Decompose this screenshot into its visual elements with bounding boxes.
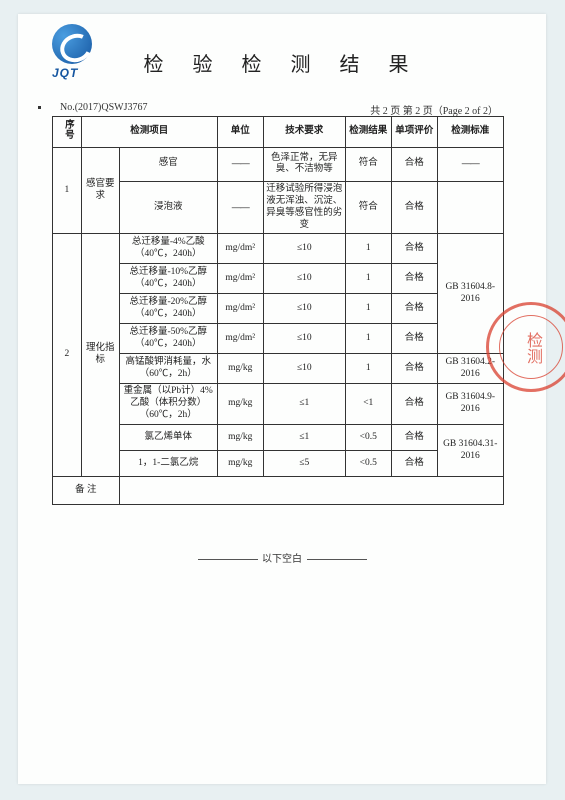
divider-line-icon — [198, 559, 258, 560]
remark-label: 备 注 — [53, 477, 120, 505]
table-row: 高锰酸钾消耗量，水（60℃，2h） mg/kg ≤10 1 合格 GB 3160… — [53, 354, 504, 384]
margin-dot-icon — [38, 106, 41, 109]
cell-unit: mg/dm² — [217, 324, 263, 354]
cell-req: ≤1 — [263, 425, 345, 451]
cell-result: <0.5 — [345, 451, 391, 477]
cell-unit: —— — [217, 181, 263, 234]
cell-req: ≤10 — [263, 234, 345, 264]
cell-eval: 合格 — [391, 181, 437, 234]
remark-value — [119, 477, 503, 505]
cell-unit: mg/dm² — [217, 264, 263, 294]
cell-std: GB 31604.9-2016 — [437, 384, 503, 425]
cell-item: 高锰酸钾消耗量，水（60℃，2h） — [119, 354, 217, 384]
col-req: 技术要求 — [263, 117, 345, 148]
col-result: 检测结果 — [345, 117, 391, 148]
col-unit: 单位 — [217, 117, 263, 148]
col-seq: 序号 — [61, 119, 73, 140]
cell-result: 1 — [345, 294, 391, 324]
cell-unit: mg/dm² — [217, 294, 263, 324]
cell-std: —— — [437, 147, 503, 181]
cell-result: 1 — [345, 264, 391, 294]
cell-unit: mg/kg — [217, 384, 263, 425]
cell-item: 重金属（以Pb计）4%乙酸（体积分数）（60℃，2h） — [119, 384, 217, 425]
table-row: 重金属（以Pb计）4%乙酸（体积分数）（60℃，2h） mg/kg ≤1 <1 … — [53, 384, 504, 425]
cell-eval: 合格 — [391, 324, 437, 354]
cell-req: ≤10 — [263, 294, 345, 324]
cell-result: 1 — [345, 324, 391, 354]
cell-unit: mg/kg — [217, 451, 263, 477]
cell-unit: mg/kg — [217, 425, 263, 451]
cell-item: 1，1-二氯乙烷 — [119, 451, 217, 477]
cell-std: GB 31604.31-2016 — [437, 425, 503, 477]
cell-result: <1 — [345, 384, 391, 425]
cell-result: 符合 — [345, 147, 391, 181]
cell-item: 氯乙烯单体 — [119, 425, 217, 451]
results-table: 序号 检测项目 单位 技术要求 检测结果 单项评价 检测标准 1 感官要求 感官… — [52, 116, 504, 505]
cell-eval: 合格 — [391, 425, 437, 451]
paper-sheet: JQT 检 验 检 测 结 果 No.(2017)QSWJ3767 共 2 页 … — [18, 14, 546, 784]
cell-result: 1 — [345, 354, 391, 384]
table-row: 总迁移量-20%乙醇（40℃，240h） mg/dm² ≤10 1 合格 — [53, 294, 504, 324]
table-remark-row: 备 注 — [53, 477, 504, 505]
col-eval: 单项评价 — [391, 117, 437, 148]
table-row: 总迁移量-50%乙醇（40℃，240h） mg/dm² ≤10 1 合格 — [53, 324, 504, 354]
cell-seq: 1 — [53, 147, 82, 234]
cell-category: 感官要求 — [81, 147, 119, 234]
cell-result: 1 — [345, 234, 391, 264]
cell-item: 总迁移量-20%乙醇（40℃，240h） — [119, 294, 217, 324]
cell-unit: mg/kg — [217, 354, 263, 384]
cell-item: 浸泡液 — [119, 181, 217, 234]
table-row: 2 理化指标 总迁移量-4%乙酸（40℃，240h） mg/dm² ≤10 1 … — [53, 234, 504, 264]
cell-req: ≤10 — [263, 324, 345, 354]
cell-req: ≤1 — [263, 384, 345, 425]
stamp-characters: 检测 — [520, 332, 544, 364]
divider-line-icon — [307, 559, 367, 560]
cell-eval: 合格 — [391, 147, 437, 181]
cell-req: ≤5 — [263, 451, 345, 477]
cell-eval: 合格 — [391, 294, 437, 324]
cell-item: 总迁移量-4%乙酸（40℃，240h） — [119, 234, 217, 264]
cell-std — [437, 181, 503, 234]
table-header-row: 序号 检测项目 单位 技术要求 检测结果 单项评价 检测标准 — [53, 117, 504, 148]
cell-item: 总迁移量-10%乙醇（40℃，240h） — [119, 264, 217, 294]
cell-req: 色泽正常，无异臭、不洁物等 — [263, 147, 345, 181]
col-item: 检测项目 — [81, 117, 217, 148]
cell-eval: 合格 — [391, 451, 437, 477]
blank-below-text: 以下空白 — [262, 554, 302, 565]
cell-req: 迁移试验所得浸泡液无浑浊、沉淀、异臭等感官性的劣变 — [263, 181, 345, 234]
blank-below-marker: 以下空白 — [18, 550, 546, 565]
cell-item: 总迁移量-50%乙醇（40℃，240h） — [119, 324, 217, 354]
col-std: 检测标准 — [437, 117, 503, 148]
document-number: No.(2017)QSWJ3767 — [60, 102, 148, 113]
table-row: 1，1-二氯乙烷 mg/kg ≤5 <0.5 合格 — [53, 451, 504, 477]
cell-eval: 合格 — [391, 264, 437, 294]
cell-req: ≤10 — [263, 354, 345, 384]
table-row: 总迁移量-10%乙醇（40℃，240h） mg/dm² ≤10 1 合格 — [53, 264, 504, 294]
cell-result: <0.5 — [345, 425, 391, 451]
cell-eval: 合格 — [391, 234, 437, 264]
cell-eval: 合格 — [391, 354, 437, 384]
table-row: 氯乙烯单体 mg/kg ≤1 <0.5 合格 GB 31604.31-2016 — [53, 425, 504, 451]
table-row: 1 感官要求 感官 —— 色泽正常，无异臭、不洁物等 符合 合格 —— — [53, 147, 504, 181]
table-row: 浸泡液 —— 迁移试验所得浸泡液无浑浊、沉淀、异臭等感官性的劣变 符合 合格 — [53, 181, 504, 234]
cell-unit: —— — [217, 147, 263, 181]
cell-req: ≤10 — [263, 264, 345, 294]
cell-seq: 2 — [53, 234, 82, 477]
cell-eval: 合格 — [391, 384, 437, 425]
cell-result: 符合 — [345, 181, 391, 234]
page-title: 检 验 检 测 结 果 — [18, 48, 546, 77]
cell-item: 感官 — [119, 147, 217, 181]
cell-unit: mg/dm² — [217, 234, 263, 264]
cell-category: 理化指标 — [81, 234, 119, 477]
page-counter: 共 2 页 第 2 页（Page 2 of 2） — [370, 102, 498, 117]
